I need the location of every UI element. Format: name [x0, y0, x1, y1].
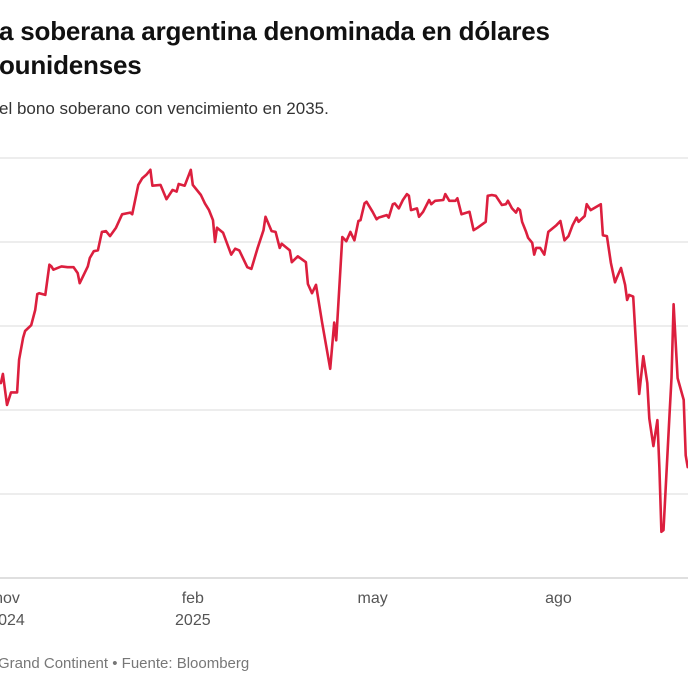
x-axis-ticks: nov 2024 feb 2025 may ago [0, 590, 572, 629]
x-tick-label: may [358, 590, 388, 607]
x-tick-label: feb [182, 590, 204, 607]
chart-subtitle: el bono soberano con vencimiento en 2035… [0, 99, 329, 118]
x-tick-label: ago [545, 590, 572, 607]
x-tick-label: nov [0, 590, 20, 607]
x-tick-sublabel: 2024 [0, 612, 25, 629]
chart-title-line-2: ounidenses [0, 50, 142, 80]
source-credit: Grand Continent • Fuente: Bloomberg [0, 655, 250, 672]
x-tick-sublabel: 2025 [175, 612, 211, 629]
chart-title-line-1: a soberana argentina denominada en dólar… [0, 16, 550, 46]
gridlines [0, 157, 688, 579]
series-line [0, 168, 688, 534]
